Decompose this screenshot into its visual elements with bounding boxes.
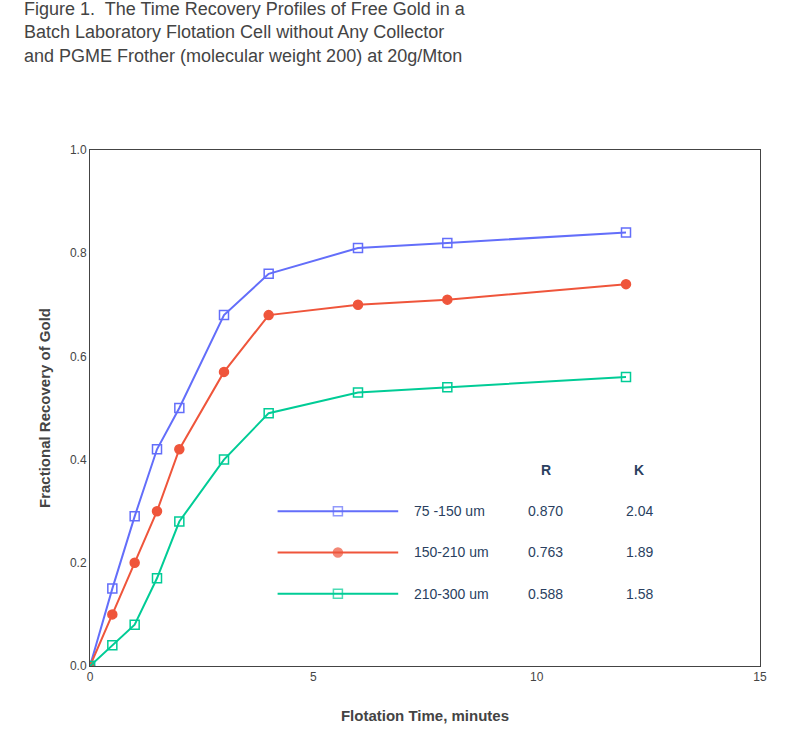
svg-text:75 -150 um: 75 -150 um: [414, 503, 485, 519]
svg-text:5: 5: [310, 670, 317, 684]
svg-text:15: 15: [753, 670, 767, 684]
svg-text:Fractional Recovery of Gold: Fractional Recovery of Gold: [36, 308, 53, 508]
svg-text:1.58: 1.58: [626, 586, 653, 602]
svg-text:0.2: 0.2: [70, 556, 87, 570]
svg-text:0.763: 0.763: [528, 544, 563, 560]
svg-text:1.0: 1.0: [70, 143, 87, 157]
svg-text:0.0: 0.0: [70, 659, 87, 673]
svg-text:1.89: 1.89: [626, 544, 653, 560]
svg-text:K: K: [634, 462, 644, 478]
svg-text:Flotation Time, minutes: Flotation Time, minutes: [341, 707, 509, 724]
svg-text:R: R: [541, 462, 551, 478]
svg-text:0: 0: [87, 670, 94, 684]
svg-text:Figure 1. The Time Recovery P: Figure 1. The Time Recovery Profiles of …: [24, 0, 466, 66]
svg-text:2.04: 2.04: [626, 503, 653, 519]
svg-text:0.6: 0.6: [70, 350, 87, 364]
svg-text:0.4: 0.4: [70, 453, 87, 467]
svg-text:10: 10: [530, 670, 544, 684]
svg-text:150-210 um: 150-210 um: [414, 544, 489, 560]
svg-text:0.870: 0.870: [528, 503, 563, 519]
svg-text:0.588: 0.588: [528, 586, 563, 602]
svg-text:0.8: 0.8: [70, 246, 87, 260]
svg-text:210-300 um: 210-300 um: [414, 586, 489, 602]
